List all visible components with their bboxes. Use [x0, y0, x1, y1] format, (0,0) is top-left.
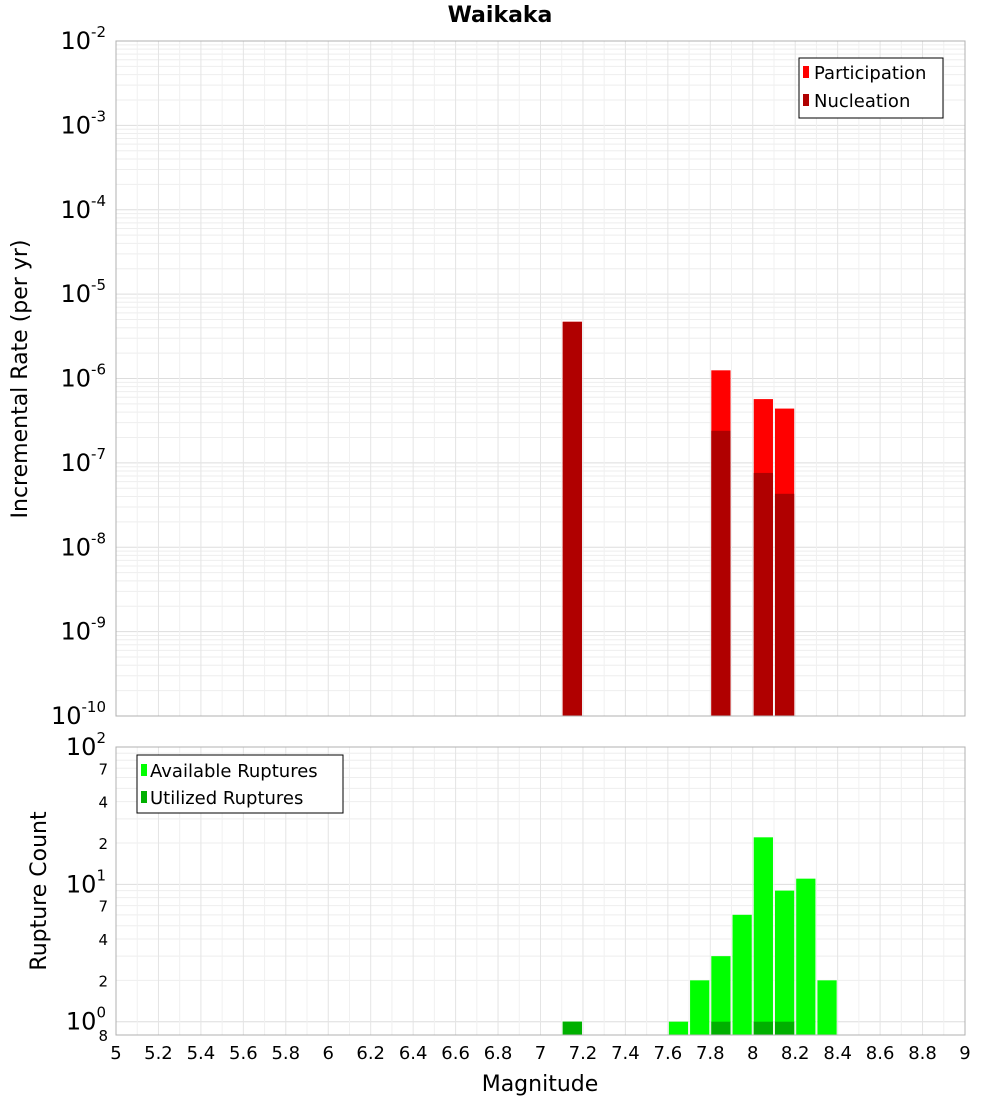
- nucleation-legend-swatch: [803, 94, 809, 106]
- rate-plot-border: [115, 40, 966, 717]
- count-y-minor-tick-label: 4: [98, 794, 108, 812]
- rate-y-tick-label: 10-9: [60, 614, 106, 646]
- x-tick-label: 6.6: [441, 1043, 470, 1064]
- utilized-legend-label: Utilized Ruptures: [150, 788, 303, 809]
- count-y-minor-tick-label: 2: [98, 972, 108, 990]
- x-tick-label: 5.6: [229, 1043, 258, 1064]
- count-panel: 100 101 102 8 2 4 7 2 4 7 5 5.2 5.4 5.6 5.8 6 6.2 6.4 6.6…: [27, 729, 971, 1097]
- x-tick-label: 5.8: [271, 1043, 300, 1064]
- available-ruptures-bar: [668, 1021, 689, 1035]
- available-ruptures-bar: [690, 980, 710, 1035]
- nucleation-legend-label: Nucleation: [814, 91, 910, 112]
- count-y-major-tick-label: 100: [66, 1004, 106, 1036]
- count-legend-box: [136, 754, 344, 814]
- x-axis-label: Magnitude: [482, 1072, 599, 1097]
- x-tick-label: 8.2: [781, 1043, 810, 1064]
- available-legend-label: Available Ruptures: [150, 761, 318, 782]
- nucleation-bar: [562, 321, 582, 716]
- rate-panel: 10-10 10-9 10-8 10-7 10-6 10-5 10-4 10-3 10-2 In…: [8, 23, 966, 730]
- participation-legend-swatch: [803, 66, 809, 78]
- x-tick-label: 9: [959, 1043, 970, 1064]
- x-tick-label: 6.8: [484, 1043, 513, 1064]
- nucleation-bar: [774, 493, 795, 716]
- x-tick-label: 7: [535, 1043, 546, 1064]
- x-tick-label: 8.6: [866, 1043, 895, 1064]
- nucleation-bar: [753, 472, 773, 716]
- available-ruptures-bar: [753, 837, 773, 1035]
- count-y-minor-tick-label: 7: [98, 898, 108, 916]
- participation-legend-label: Participation: [814, 63, 926, 84]
- rate-y-tick-label: 10-5: [60, 276, 106, 308]
- utilized-ruptures-bar: [753, 1021, 773, 1035]
- nucleation-bar: [711, 430, 731, 716]
- x-tick-label: 6.2: [356, 1043, 385, 1064]
- x-tick-label: 7.2: [569, 1043, 598, 1064]
- available-legend-swatch: [141, 764, 147, 776]
- rate-y-tick-label: 10-10: [51, 698, 106, 730]
- x-tick-label: 7.6: [654, 1043, 683, 1064]
- rate-gridlines: [115, 41, 966, 717]
- rate-y-tick-label: 10-7: [60, 445, 106, 477]
- x-tick-label: 5: [110, 1043, 121, 1064]
- count-plot-border: [115, 746, 966, 1036]
- count-bars: [562, 837, 837, 1035]
- count-legend: Available Ruptures Utilized Ruptures: [136, 754, 344, 814]
- x-tick-label: 8.4: [823, 1043, 852, 1064]
- utilized-legend-swatch: [141, 791, 147, 803]
- rate-legend-box: [798, 57, 944, 119]
- x-tick-labels: 5 5.2 5.4 5.6 5.8 6 6.2 6.4 6.6 6.8 7 7.2 7.4 7.6 7.8 8…: [110, 1043, 970, 1064]
- available-ruptures-bar: [796, 878, 816, 1035]
- chart-title: Waikaka: [448, 3, 553, 28]
- utilized-ruptures-bar: [562, 1021, 582, 1035]
- count-y-tick-labels: 100 101 102 8 2 4 7 2 4 7: [66, 729, 108, 1045]
- x-tick-label: 5.4: [187, 1043, 216, 1064]
- available-ruptures-bar: [774, 890, 795, 1035]
- rate-bars: [562, 321, 795, 716]
- x-tick-label: 8: [747, 1043, 758, 1064]
- rate-y-tick-label: 10-2: [60, 23, 106, 55]
- count-y-major-tick-label: 102: [66, 729, 106, 761]
- rate-y-tick-label: 10-4: [60, 192, 106, 224]
- count-y-major-tick-label: 101: [66, 866, 106, 898]
- available-ruptures-bar: [732, 914, 752, 1035]
- rate-y-tick-label: 10-3: [60, 107, 106, 139]
- count-y-minor-tick-label: 7: [98, 760, 108, 778]
- count-y-minor-tick-label: 4: [98, 931, 108, 949]
- available-ruptures-bar: [817, 980, 837, 1035]
- x-tick-label: 5.2: [144, 1043, 173, 1064]
- x-tick-label: 7.8: [696, 1043, 725, 1064]
- utilized-ruptures-bar: [774, 1021, 795, 1035]
- x-tick-label: 6: [323, 1043, 334, 1064]
- count-y-minor-tick-label: 2: [98, 835, 108, 853]
- count-y-minor-tick-label: 8: [98, 1027, 108, 1045]
- rate-y-tick-label: 10-6: [60, 361, 106, 393]
- x-tick-label: 6.4: [399, 1043, 428, 1064]
- count-y-axis-label: Rupture Count: [27, 811, 52, 971]
- x-tick-label: 8.8: [908, 1043, 937, 1064]
- rate-y-axis-label: Incremental Rate (per yr): [8, 240, 33, 519]
- rate-legend: Participation Nucleation: [798, 57, 944, 119]
- available-ruptures-bar: [711, 956, 731, 1035]
- rate-y-tick-labels: 10-10 10-9 10-8 10-7 10-6 10-5 10-4 10-3 10-2: [51, 23, 106, 730]
- utilized-ruptures-bar: [711, 1021, 731, 1035]
- x-tick-label: 7.4: [611, 1043, 640, 1064]
- rate-y-tick-label: 10-8: [60, 529, 106, 561]
